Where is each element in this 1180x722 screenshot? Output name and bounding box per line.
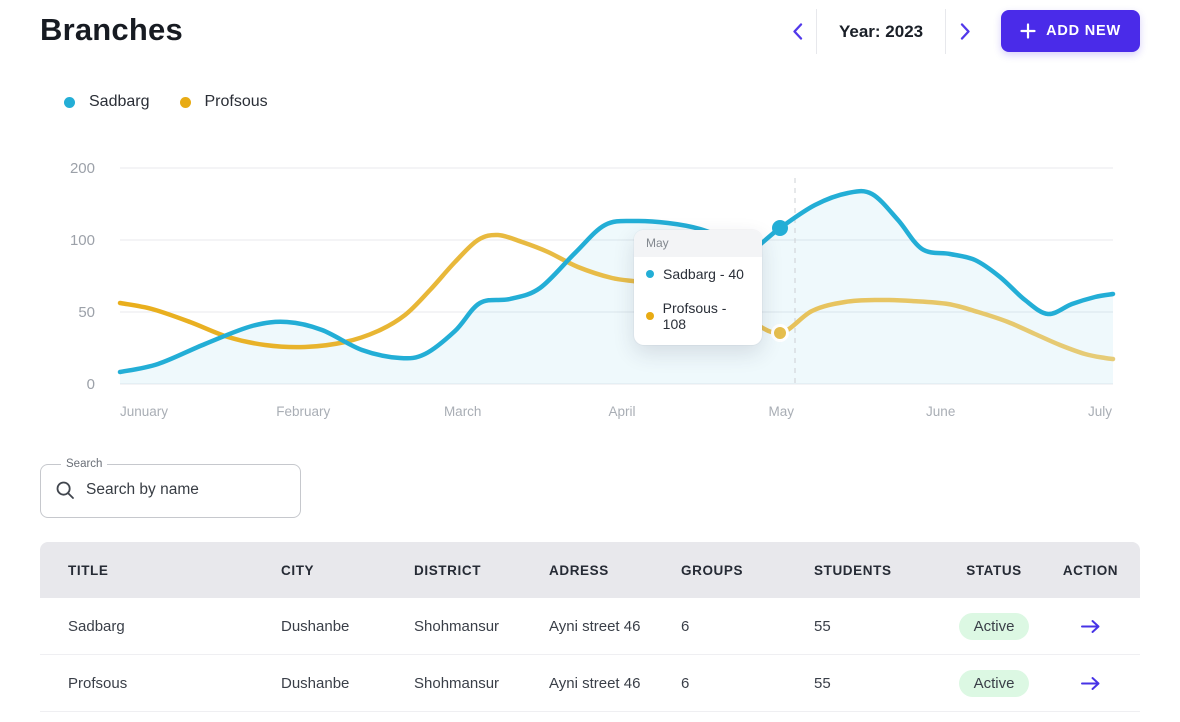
cell-students: 55 <box>814 617 831 635</box>
cell-students: 55 <box>814 674 831 692</box>
tooltip-row-profsous: Profsous - 108 <box>634 291 762 345</box>
search-inner <box>55 470 286 510</box>
year-navigator: Year: 2023 <box>778 9 984 54</box>
search-label: Search <box>66 458 103 470</box>
chart-tooltip: May Sadbarg - 40 Profsous - 108 <box>634 230 762 345</box>
search-input[interactable] <box>86 481 286 499</box>
add-new-button[interactable]: ADD NEW <box>1001 10 1140 52</box>
chevron-right-icon <box>960 23 970 40</box>
x-tick-label: May <box>769 404 795 419</box>
legend-label-profsous: Profsous <box>204 93 268 110</box>
next-year-button[interactable] <box>946 9 984 54</box>
x-tick-label: February <box>276 404 330 419</box>
legend-dot-profsous <box>179 96 191 108</box>
search-field[interactable]: Search <box>40 458 301 518</box>
page-title: Branches <box>40 12 183 47</box>
cell-district: Shohmansur <box>414 617 500 635</box>
sadbarg-line <box>117 188 1116 375</box>
x-tick-label: April <box>608 404 635 419</box>
legend-label-sadbarg: Sadbarg <box>89 93 150 110</box>
cell-city: Dushanbe <box>281 617 350 635</box>
x-tick-label: July <box>1088 404 1112 419</box>
chart-svg: 200 100 50 0 Junuary February March April May Jun… <box>70 160 1116 419</box>
tooltip-value-profsous: Profsous - 108 <box>662 300 727 332</box>
cell-adress: Ayni street 46 <box>549 674 641 692</box>
plus-icon <box>1020 23 1036 39</box>
year-label: Year: 2023 <box>839 21 924 41</box>
status-badge: Active <box>958 612 1030 640</box>
col-header-district: DISTRICT <box>414 562 482 578</box>
legend-dot-sadbarg <box>64 96 75 108</box>
col-header-action: ACTION <box>1062 562 1119 578</box>
table-header: TITLE CITY DISTRICT ADRESS GROUPS STUDEN… <box>40 542 1140 598</box>
chart-legend: Sadbarg Profsous <box>64 93 268 111</box>
divider <box>945 9 947 54</box>
profsous-line <box>117 232 1116 362</box>
profsous-hover-dot <box>771 324 789 342</box>
add-new-label: ADD NEW <box>1046 23 1121 39</box>
cell-title: Profsous <box>68 674 128 692</box>
tooltip-dot-profsous <box>646 312 654 320</box>
legend-item-sadbarg[interactable]: Sadbarg <box>64 93 150 111</box>
divider <box>816 9 817 54</box>
y-tick-label: 50 <box>78 304 95 321</box>
branches-table: TITLE CITY DISTRICT ADRESS GROUPS STUDEN… <box>40 542 1140 712</box>
cell-groups: 6 <box>681 674 690 692</box>
cell-adress: Ayni street 46 <box>549 617 641 635</box>
status-badge: Active <box>958 669 1030 697</box>
col-header-students: STUDENTS <box>814 562 892 578</box>
y-tick-label: 100 <box>70 232 95 249</box>
sadbarg-hover-dot <box>772 220 788 236</box>
search-icon <box>56 481 74 499</box>
chevron-left-icon <box>792 23 802 40</box>
prev-year-button[interactable] <box>778 9 816 54</box>
cell-title: Sadbarg <box>68 617 125 635</box>
cell-district: Shohmansur <box>414 674 500 692</box>
table-row-profsous[interactable]: Profsous Dushanbe Shohmansur Ayni street… <box>40 655 1140 712</box>
col-header-groups: GROUPS <box>681 562 744 578</box>
sadbarg-area <box>120 191 1113 384</box>
tooltip-title: May <box>634 230 762 257</box>
x-tick-label: June <box>926 404 955 419</box>
y-tick-label: 0 <box>87 376 95 393</box>
tooltip-dot-sadbarg <box>646 270 654 278</box>
row-action-button[interactable] <box>1074 613 1107 640</box>
tooltip-row-sadbarg: Sadbarg - 40 <box>634 257 762 291</box>
cell-groups: 6 <box>681 617 690 635</box>
x-tick-label: Junuary <box>120 404 168 419</box>
col-header-city: CITY <box>281 562 315 578</box>
branches-line-chart[interactable]: 200 100 50 0 Junuary February March April May Jun… <box>0 150 1180 435</box>
y-tick-label: 200 <box>70 160 95 177</box>
x-tick-label: March <box>444 404 482 419</box>
col-header-title: TITLE <box>68 562 109 578</box>
tooltip-value-sadbarg: Sadbarg - 40 <box>663 266 744 282</box>
table-row-sadbarg[interactable]: Sadbarg Dushanbe Shohmansur Ayni street … <box>40 598 1140 655</box>
arrow-right-icon <box>1081 619 1100 633</box>
legend-item-profsous[interactable]: Profsous <box>179 93 268 111</box>
arrow-right-icon <box>1081 676 1100 690</box>
cell-city: Dushanbe <box>281 674 350 692</box>
col-header-adress: ADRESS <box>549 562 609 578</box>
row-action-button[interactable] <box>1074 670 1107 697</box>
col-header-status: STATUS <box>966 562 1022 578</box>
